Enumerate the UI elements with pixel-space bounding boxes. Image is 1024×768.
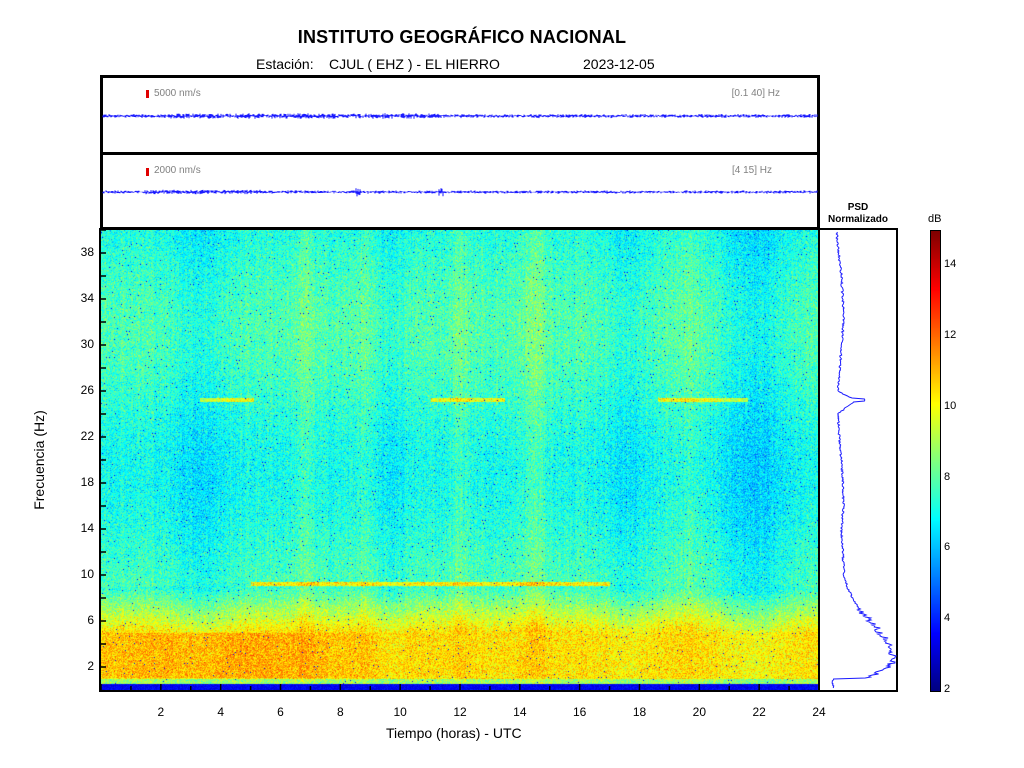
x-tick-label: 10 [393,705,407,719]
x-tick-label: 20 [692,705,706,719]
colorbar-tick-label: 8 [944,470,951,483]
y-tick-label: 6 [87,613,94,627]
y-tick-label: 2 [87,659,94,673]
trace-panel-broadband: 5000 nm/s [0.1 40] Hz [100,75,820,155]
seismic-trace-broadband [102,113,818,119]
trace-scale-label: 2000 nm/s [154,165,201,176]
psd-line [831,231,898,689]
x-tick-label: 18 [632,705,647,719]
x-tick-label: 12 [453,705,467,719]
scale-bar-icon [146,90,149,98]
trace-band-label: [4 15] Hz [731,165,772,176]
x-tick-label: 16 [572,705,587,719]
colorbar-tick-label: 4 [944,612,951,625]
colorbar-unit-label: dB [928,213,942,225]
x-tick-label: 24 [812,705,826,719]
y-tick-label: 38 [80,245,94,259]
colorbar-tick-label: 10 [944,399,957,412]
colorbar-tick-label: 14 [944,258,957,271]
y-tick-label: 14 [80,521,94,535]
psd-title: PSD Normalizado [820,202,896,226]
station-label: Estación: [256,56,314,72]
psd-title-line1: PSD [847,202,869,213]
y-tick-label: 22 [80,429,94,443]
psd-panel [818,228,898,692]
station-name: CJUL ( EHZ ) - EL HIERRO [329,56,500,72]
seismic-trace-filtered [102,188,818,197]
trace-band-label: [0.1 40] Hz [731,88,780,99]
y-tick-label: 26 [80,383,94,397]
y-tick-label: 30 [80,337,94,351]
psd-title-line2: Normalizado [827,214,888,225]
x-tick-label: 2 [157,705,165,719]
y-tick-label: 18 [80,475,94,489]
x-tick-label: 4 [217,705,224,719]
y-axis-label: Frecuencia (Hz) [31,410,47,510]
date-label: 2023-12-05 [583,56,655,72]
x-tick-label: 6 [277,705,284,719]
x-tick-label: 8 [336,705,344,719]
trace-waveform [102,188,818,197]
x-axis-label: Tiempo (horas) - UTC [386,725,522,741]
colorbar [930,230,941,692]
trace-waveform [102,113,818,119]
colorbar-tick-label: 6 [944,541,951,554]
y-tick-label: 10 [80,567,94,581]
colorbar-tick-label: 2 [944,683,951,695]
x-tick-label: 14 [513,705,527,719]
trace-scale-label: 5000 nm/s [154,88,201,99]
colorbar-tick-label: 12 [944,329,957,342]
scale-bar-icon [146,168,149,176]
x-tick-label: 22 [752,705,766,719]
chart-title: INSTITUTO GEOGRÁFICO NACIONAL [297,27,627,47]
trace-panel-filtered: 2000 nm/s [4 15] Hz [100,152,820,230]
y-tick-label: 34 [80,291,94,305]
